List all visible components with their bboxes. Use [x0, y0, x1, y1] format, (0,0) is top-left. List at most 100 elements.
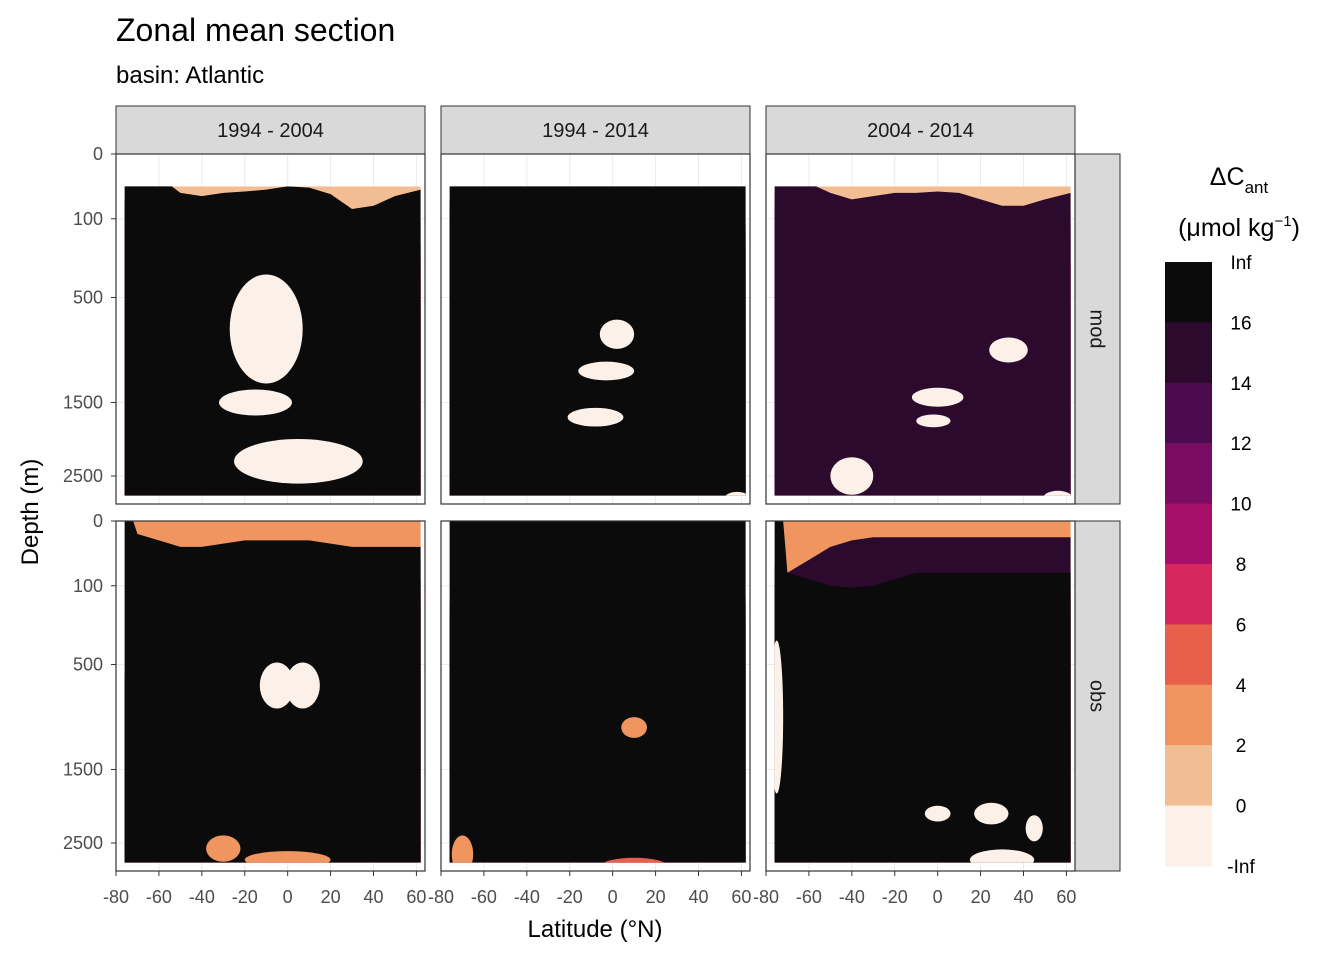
contour-blob	[206, 835, 241, 862]
contour-blob	[229, 274, 303, 384]
legend-break-label: 0	[1236, 797, 1247, 818]
contour-blob	[916, 414, 951, 428]
facet-panel	[765, 520, 1076, 872]
y-tick-label: 2500	[63, 833, 103, 853]
y-tick-label: 1500	[63, 760, 103, 780]
legend-keys: Inf 16 14 12 10 8 6 4 2 0 -Inf	[1165, 253, 1255, 878]
contour-blob	[911, 387, 964, 407]
x-tick-label: -80	[428, 887, 454, 907]
legend-break-label: 14	[1230, 374, 1252, 395]
x-axis-ticks: -80 -60 -40 -20 0 20 40 60 -80 -60 -40 -20 0 20 40 60 -8…	[103, 871, 1076, 907]
x-tick-label: -20	[882, 887, 908, 907]
panel-border	[115, 153, 426, 505]
x-tick-label: -80	[753, 887, 779, 907]
x-tick-label: 20	[646, 887, 666, 907]
x-tick-label: -80	[103, 887, 129, 907]
legend-title-main: ΔCant	[1210, 163, 1269, 197]
x-tick-label: 40	[1013, 887, 1033, 907]
x-tick-label: -60	[146, 887, 172, 907]
x-tick-label: 0	[283, 887, 293, 907]
legend-key	[1165, 443, 1212, 505]
legend-break-label: -Inf	[1227, 857, 1255, 878]
panel-border	[440, 520, 751, 872]
contour-band	[774, 521, 1071, 863]
y-tick-label: 100	[73, 209, 103, 229]
legend: ΔCant (μmol kg−1) Inf 16 14 12 10 8 6 4 2 0 -Inf	[1165, 163, 1300, 878]
x-tick-label: 60	[1056, 887, 1076, 907]
contour-blob	[830, 457, 874, 495]
y-axis-ticks: 0 100 500 1500 2500 0 100 500 1500 2500	[63, 144, 116, 853]
x-tick-label: -40	[514, 887, 540, 907]
panel-border	[115, 520, 426, 872]
facet-strip-row-label: mod	[1086, 310, 1108, 349]
facet-strip-col-label: 1994 - 2014	[542, 120, 649, 142]
legend-key	[1165, 262, 1212, 323]
y-tick-label: 0	[93, 144, 103, 164]
facet-strip-col-label: 1994 - 2004	[217, 120, 324, 142]
contour-blob	[259, 662, 295, 709]
legend-break-label: 8	[1236, 555, 1247, 576]
facet-panel	[440, 520, 751, 872]
facet-strip-col-label: 2004 - 2014	[867, 120, 974, 142]
x-tick-label: -40	[189, 887, 215, 907]
facet-strip-row	[1074, 520, 1121, 872]
panel-border	[765, 520, 1076, 872]
x-tick-label: 60	[406, 887, 426, 907]
contour-blob	[774, 640, 784, 794]
facet-strip-row	[1074, 153, 1121, 505]
legend-title-unit: (μmol kg−1)	[1178, 213, 1300, 242]
facet-strip-col	[440, 105, 751, 155]
legend-key	[1165, 503, 1212, 565]
contour-blob	[621, 717, 647, 738]
legend-key	[1165, 322, 1212, 384]
facet-strip-row-label: obs	[1086, 680, 1108, 712]
legend-key	[1165, 684, 1212, 746]
x-tick-label: 40	[363, 887, 383, 907]
contour-band	[449, 186, 746, 496]
contour-fill-group	[774, 186, 1071, 496]
legend-break-label: 10	[1230, 495, 1251, 516]
contour-blob	[244, 851, 331, 863]
contour-fill-group	[124, 521, 421, 863]
contour-blob	[604, 857, 665, 863]
facet-panel	[115, 520, 426, 872]
contour-band	[449, 521, 746, 863]
facet-panel	[440, 153, 751, 505]
contour-blob	[969, 849, 1035, 863]
x-axis-label: Latitude (°N)	[528, 916, 663, 943]
x-tick-label: -60	[796, 887, 822, 907]
facet-panel	[115, 153, 426, 505]
contour-fill-group	[449, 521, 746, 863]
legend-break-label: 2	[1236, 736, 1247, 757]
panel-border	[440, 153, 751, 505]
contour-blob	[578, 361, 635, 381]
x-tick-label: -20	[557, 887, 583, 907]
x-tick-label: 20	[971, 887, 991, 907]
x-tick-label: -40	[839, 887, 865, 907]
facet-panels: 1994 - 2004 1994 - 2014 2004 - 2014 mod obs	[115, 105, 1121, 872]
y-tick-label: 500	[73, 655, 103, 675]
contour-blob	[219, 389, 292, 416]
contour-blob	[1025, 815, 1043, 842]
facet-strip-col	[765, 105, 1076, 155]
x-tick-label: 0	[608, 887, 618, 907]
legend-break-label: 6	[1236, 615, 1247, 636]
x-tick-label: 60	[731, 887, 751, 907]
legend-break-label: 12	[1230, 434, 1251, 455]
contour-blob	[725, 491, 746, 496]
contour-fill-group	[124, 186, 421, 496]
legend-key	[1165, 745, 1212, 807]
x-tick-label: 40	[688, 887, 708, 907]
y-tick-label: 500	[73, 288, 103, 308]
contour-band	[774, 186, 1071, 496]
legend-break-label: 4	[1236, 676, 1247, 697]
contour-blob	[989, 337, 1028, 363]
legend-break-label: 16	[1230, 313, 1251, 334]
y-axis-label: Depth (m)	[17, 459, 44, 566]
x-tick-label: 20	[321, 887, 341, 907]
legend-key	[1165, 564, 1212, 625]
y-tick-label: 2500	[63, 466, 103, 486]
contour-blob	[234, 439, 363, 484]
contour-fill-group	[774, 521, 1071, 863]
